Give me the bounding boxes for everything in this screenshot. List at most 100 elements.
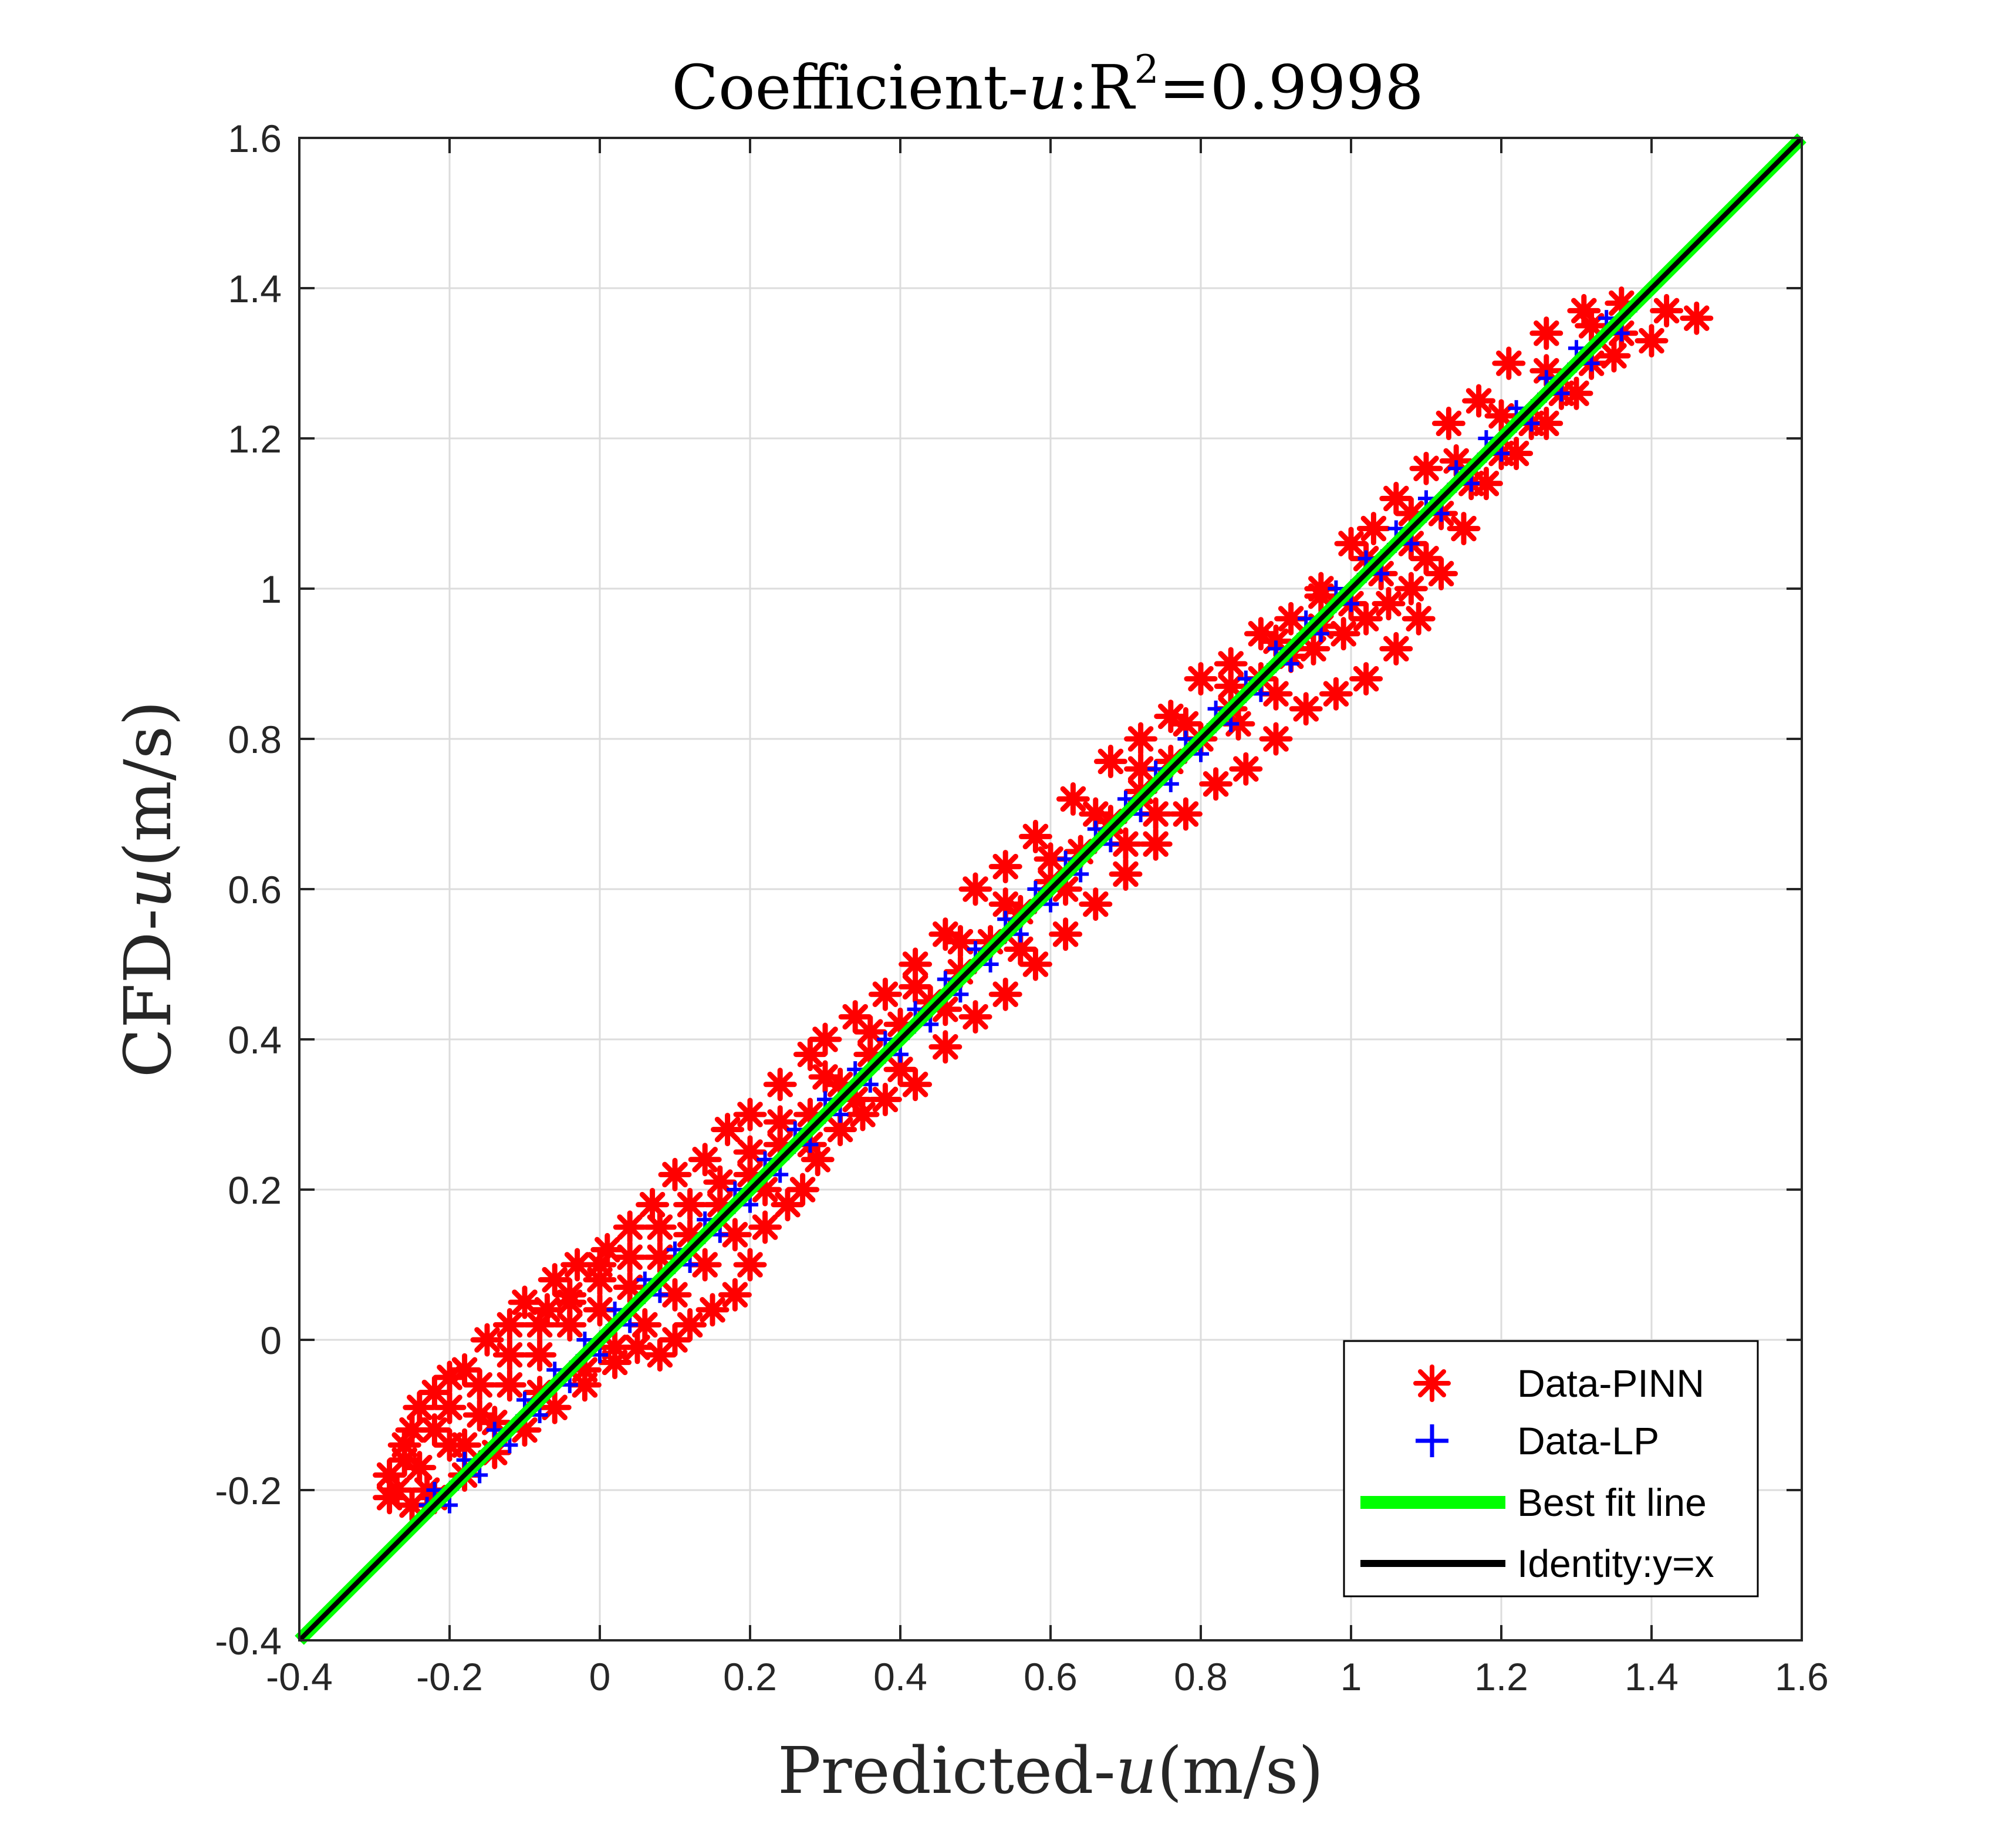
lp-point bbox=[1223, 715, 1240, 732]
x-tick-label: 1 bbox=[1340, 1655, 1362, 1698]
pinn-point bbox=[1018, 819, 1052, 853]
ylabel-variable: u bbox=[110, 867, 185, 908]
pinn-point bbox=[658, 1323, 692, 1357]
lp-point bbox=[1162, 775, 1179, 792]
pinn-point bbox=[988, 850, 1022, 884]
pinn-point bbox=[793, 1038, 827, 1072]
pinn-point bbox=[711, 1113, 745, 1147]
pinn-point bbox=[1447, 512, 1481, 546]
pinn-point bbox=[553, 1308, 587, 1342]
pinn-point bbox=[733, 1135, 767, 1169]
lp-point bbox=[1478, 430, 1495, 447]
lp-point bbox=[1207, 700, 1224, 717]
lp-point bbox=[772, 1166, 789, 1183]
y-tick-label: 1 bbox=[260, 568, 282, 611]
x-tick-label: 0.2 bbox=[723, 1655, 777, 1698]
lp-point bbox=[651, 1286, 668, 1303]
title-r-exponent: 2 bbox=[1134, 47, 1159, 92]
lp-point bbox=[1177, 731, 1194, 747]
pinn-point bbox=[492, 1338, 526, 1372]
lp-point bbox=[997, 911, 1014, 928]
pinn-point bbox=[1056, 782, 1090, 816]
pinn-point bbox=[403, 1451, 437, 1485]
pinn-point bbox=[868, 1082, 902, 1116]
pinn-point bbox=[1529, 316, 1564, 350]
pinn-point bbox=[808, 1060, 842, 1094]
lp-point bbox=[1403, 535, 1420, 552]
lp-point bbox=[847, 1061, 864, 1078]
pinn-point bbox=[1229, 752, 1263, 786]
x-tick-label: -0.4 bbox=[266, 1655, 333, 1698]
pinn-point bbox=[988, 977, 1022, 1011]
lp-point bbox=[1493, 445, 1510, 462]
pinn-point bbox=[658, 1157, 692, 1191]
x-tick-label: 0.6 bbox=[1024, 1655, 1078, 1698]
pinn-point bbox=[1289, 692, 1323, 726]
y-axis-title: CFD-u(m/s) bbox=[110, 701, 185, 1078]
y-tick-label: -0.2 bbox=[215, 1469, 282, 1512]
legend-pinn-marker-icon bbox=[1413, 1364, 1451, 1402]
title-variable: u bbox=[1028, 52, 1068, 123]
pinn-point bbox=[373, 1481, 407, 1515]
lp-point bbox=[1418, 490, 1434, 507]
pinn-point bbox=[718, 1278, 752, 1312]
lp-point bbox=[1042, 896, 1059, 913]
lp-point bbox=[1027, 881, 1044, 897]
pinn-point bbox=[523, 1308, 557, 1342]
lp-point bbox=[1538, 370, 1555, 387]
lp-point bbox=[471, 1467, 488, 1484]
lp-point bbox=[1268, 640, 1284, 657]
pinn-point bbox=[808, 1022, 842, 1056]
identity-line bbox=[298, 136, 1804, 1642]
pinn-point bbox=[1680, 301, 1714, 335]
lp-point bbox=[1523, 415, 1540, 432]
legend-label-best-fit: Best fit line bbox=[1517, 1481, 1707, 1524]
lp-point bbox=[576, 1332, 593, 1348]
lp-point bbox=[516, 1391, 533, 1409]
lp-point bbox=[1252, 685, 1269, 702]
lp-point bbox=[1087, 820, 1104, 837]
lp-point bbox=[1012, 926, 1029, 943]
lp-point bbox=[1508, 400, 1525, 417]
lp-point bbox=[711, 1226, 728, 1243]
lp-point bbox=[667, 1241, 683, 1258]
lp-point bbox=[862, 1076, 879, 1093]
pinn-point bbox=[688, 1248, 722, 1282]
title-r2-value: =0.9998 bbox=[1159, 52, 1424, 123]
pinn-point bbox=[492, 1308, 526, 1342]
pinn-point bbox=[853, 1015, 887, 1049]
lp-point bbox=[1057, 850, 1074, 867]
y-tick-label: -0.4 bbox=[215, 1619, 282, 1663]
pinn-point bbox=[1635, 324, 1669, 358]
pinn-point bbox=[1139, 797, 1173, 831]
lp-point bbox=[1553, 385, 1570, 402]
pinn-point bbox=[462, 1368, 497, 1402]
lp-point bbox=[606, 1301, 623, 1318]
x-tick-label: 1.4 bbox=[1625, 1655, 1679, 1698]
legend-label-lp: Data-LP bbox=[1517, 1419, 1659, 1463]
pinn-point bbox=[763, 1105, 797, 1139]
xlabel-variable: u bbox=[1116, 1733, 1157, 1808]
y-tick-label: 1.2 bbox=[228, 417, 282, 461]
chart-title: Coefficient-u:R2=0.9998 bbox=[671, 47, 1423, 123]
lp-point bbox=[1298, 610, 1315, 627]
lp-point bbox=[967, 941, 984, 958]
x-tick-label: 0.4 bbox=[873, 1655, 927, 1698]
lp-point bbox=[802, 1136, 819, 1153]
pinn-point bbox=[899, 1068, 933, 1102]
lp-point bbox=[1343, 595, 1359, 612]
lp-point bbox=[757, 1151, 774, 1168]
fit-lines bbox=[295, 133, 1806, 1645]
lp-point bbox=[622, 1316, 639, 1333]
pinn-point bbox=[1214, 647, 1248, 681]
pinn-point bbox=[1431, 406, 1465, 440]
lp-point bbox=[832, 1106, 849, 1123]
pinn-point bbox=[733, 1097, 767, 1132]
pinn-point bbox=[1349, 602, 1383, 636]
legend-label-identity: Identity:y=x bbox=[1517, 1542, 1714, 1585]
x-tick-label: 1.6 bbox=[1775, 1655, 1829, 1698]
lp-point bbox=[1598, 310, 1615, 327]
pinn-point bbox=[1356, 512, 1390, 546]
lp-point bbox=[742, 1196, 758, 1213]
